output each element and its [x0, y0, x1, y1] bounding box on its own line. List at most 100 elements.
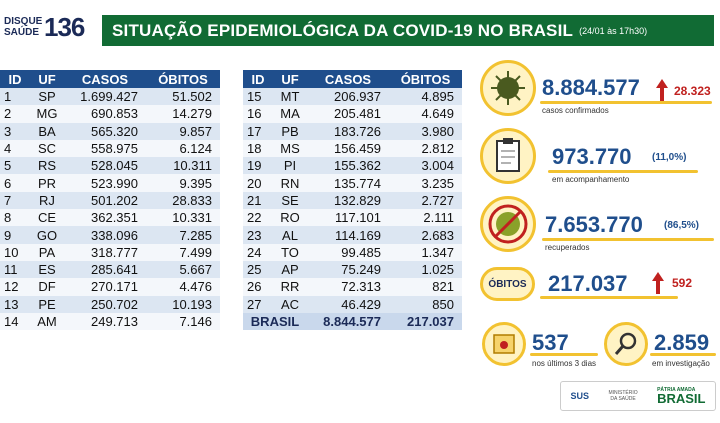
cell-uf: CE: [30, 209, 64, 227]
table-row: 3 BA 565.320 9.857: [0, 122, 220, 140]
cell-uf: TO: [273, 243, 307, 261]
col-obitos: ÓBITOS: [146, 70, 220, 88]
cell-obitos: 850: [389, 295, 462, 313]
cell-obitos: 7.499: [146, 243, 220, 261]
cell-uf: MA: [273, 105, 307, 123]
cell-id: 24: [243, 243, 273, 261]
cell-obitos: 4.649: [389, 105, 462, 123]
cell-uf: SP: [30, 88, 64, 106]
underline: [540, 101, 712, 104]
cell-casos: 318.777: [64, 243, 146, 261]
cell-obitos: 2.812: [389, 139, 462, 158]
cell-casos: 565.320: [64, 122, 146, 140]
cell-obitos: 7.146: [146, 312, 220, 331]
obitos-badge: ÓBITOS: [480, 267, 535, 301]
cell-uf: PB: [273, 122, 307, 140]
cell-id: 18: [243, 139, 273, 158]
table-row: 18 MS 156.459 2.812: [243, 139, 462, 158]
table-row: 7 RJ 501.202 28.833: [0, 191, 220, 210]
table-row: 2 MG 690.853 14.279: [0, 105, 220, 123]
cell-id: 26: [243, 278, 273, 296]
logo-text: DISQUE SAÚDE: [4, 16, 43, 38]
table-header-row: ID UF CASOS ÓBITOS: [0, 70, 220, 88]
cell-casos: 205.481: [307, 105, 389, 123]
cell-casos: 46.429: [307, 295, 389, 313]
table-row: 8 CE 362.351 10.331: [0, 209, 220, 227]
cell-id: 5: [0, 157, 30, 175]
states-table-left: ID UF CASOS ÓBITOS 1 SP 1.699.427 51.502 2 MG…: [0, 70, 220, 331]
table-row: 13 PE 250.702 10.193: [0, 295, 220, 313]
ministerio-logo: MINISTÉRIO DA SAÚDE: [608, 390, 638, 402]
cell-id: 25: [243, 260, 273, 279]
footer-logos: SUS MINISTÉRIO DA SAÚDE PÁTRIA AMADA BRA…: [560, 381, 716, 411]
cell-uf: RS: [30, 157, 64, 175]
virus-crossed-icon: [480, 196, 536, 252]
table-row: 1 SP 1.699.427 51.502: [0, 88, 220, 106]
obitos-value: 217.037: [548, 271, 628, 296]
cell-uf: RO: [273, 209, 307, 227]
table-row: 19 PI 155.362 3.004: [243, 157, 462, 175]
underline: [650, 353, 716, 356]
cell-uf: PA: [30, 243, 64, 261]
obitos-delta: 592: [672, 276, 693, 290]
cell-id: 21: [243, 191, 273, 210]
cell-id: 22: [243, 209, 273, 227]
cell-casos: 155.362: [307, 157, 389, 175]
table-header-row: ID UF CASOS ÓBITOS: [243, 70, 462, 88]
col-uf: UF: [30, 70, 64, 88]
cell-casos: 135.774: [307, 174, 389, 192]
cell-id: 15: [243, 88, 273, 106]
cell-casos: 528.045: [64, 157, 146, 175]
cell-casos: 249.713: [64, 312, 146, 331]
arrow-up-icon: [656, 280, 660, 294]
cell-uf: PR: [30, 174, 64, 192]
recuperados-value: 7.653.770: [545, 212, 643, 237]
cell-uf: AL: [273, 226, 307, 244]
cell-uf: PE: [30, 295, 64, 313]
cell-casos: 523.990: [64, 174, 146, 192]
cell-obitos: 2.683: [389, 226, 462, 244]
cell-id: 27: [243, 295, 273, 313]
cell-id: 11: [0, 260, 30, 279]
cell-casos: 99.485: [307, 243, 389, 261]
cell-obitos: 3.235: [389, 174, 462, 192]
cell-id: 6: [0, 174, 30, 192]
calendar-icon: [482, 322, 526, 366]
cell-uf: AC: [273, 295, 307, 313]
sus-logo: SUS: [570, 391, 590, 401]
cell-obitos: 14.279: [146, 105, 220, 123]
cell-uf: ES: [30, 260, 64, 279]
cell-id: 19: [243, 157, 273, 175]
brasil-logo: PÁTRIA AMADA BRASIL: [657, 387, 705, 405]
cell-uf: AM: [30, 312, 64, 331]
table-row: 27 AC 46.429 850: [243, 295, 462, 313]
cell-casos: 114.169: [307, 226, 389, 244]
table-row: 15 MT 206.937 4.895: [243, 88, 462, 106]
arrow-up-icon: [660, 87, 664, 101]
cell-casos: 117.101: [307, 209, 389, 227]
cell-casos: 206.937: [307, 88, 389, 106]
confirmados-delta: 28.323: [674, 84, 711, 98]
cell-casos: 183.726: [307, 122, 389, 140]
cell-obitos: 3.980: [389, 122, 462, 140]
table-body-left: 1 SP 1.699.427 51.502 2 MG 690.853 14.279 3 BA 565…: [0, 88, 220, 331]
virus-icon: [480, 60, 536, 116]
col-id: ID: [0, 70, 30, 88]
col-obitos: ÓBITOS: [389, 70, 462, 88]
cell-casos: 285.641: [64, 260, 146, 279]
underline: [542, 238, 714, 241]
states-table-right: ID UF CASOS ÓBITOS 15 MT 206.937 4.895 16 MA 2…: [243, 70, 462, 331]
table-row: 17 PB 183.726 3.980: [243, 122, 462, 140]
cell-uf: DF: [30, 278, 64, 296]
cell-id: 14: [0, 312, 30, 331]
table-row: 11 ES 285.641 5.667: [0, 260, 220, 279]
cell-obitos: 51.502: [146, 88, 220, 106]
recuperados-label: recuperados: [545, 243, 590, 252]
cell-obitos: 9.395: [146, 174, 220, 192]
cell-casos: 75.249: [307, 260, 389, 279]
cell-uf: BA: [30, 122, 64, 140]
table-row: 16 MA 205.481 4.649: [243, 105, 462, 123]
patria-text: PÁTRIA AMADA: [657, 387, 696, 393]
cell-uf: AP: [273, 260, 307, 279]
investigacao-label: em investigação: [652, 359, 710, 368]
